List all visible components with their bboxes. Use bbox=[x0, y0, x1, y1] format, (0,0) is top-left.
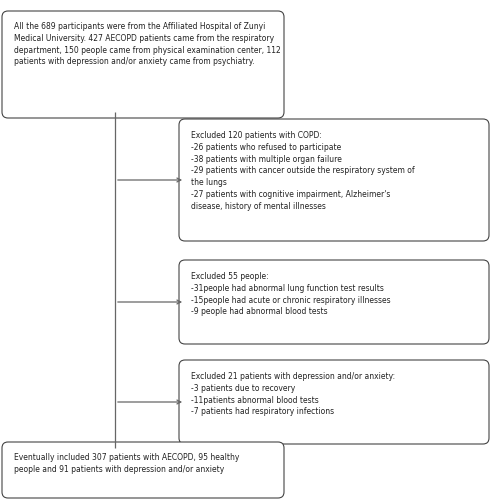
FancyBboxPatch shape bbox=[2, 11, 284, 118]
Text: Excluded 55 people:
-31people had abnormal lung function test results
-15people : Excluded 55 people: -31people had abnorm… bbox=[191, 272, 390, 316]
FancyBboxPatch shape bbox=[179, 260, 489, 344]
Text: Excluded 120 patients with COPD:
-26 patients who refused to participate
-38 pat: Excluded 120 patients with COPD: -26 pat… bbox=[191, 131, 415, 211]
Text: Excluded 21 patients with depression and/or anxiety:
-3 patients due to recovery: Excluded 21 patients with depression and… bbox=[191, 372, 395, 416]
FancyBboxPatch shape bbox=[179, 360, 489, 444]
Text: Eventually included 307 patients with AECOPD, 95 healthy
people and 91 patients : Eventually included 307 patients with AE… bbox=[14, 453, 240, 474]
FancyBboxPatch shape bbox=[2, 442, 284, 498]
Text: All the 689 participants were from the Affiliated Hospital of Zunyi
Medical Univ: All the 689 participants were from the A… bbox=[14, 22, 281, 66]
FancyBboxPatch shape bbox=[179, 119, 489, 241]
